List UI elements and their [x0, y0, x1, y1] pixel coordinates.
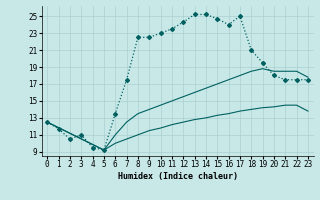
X-axis label: Humidex (Indice chaleur): Humidex (Indice chaleur)	[118, 172, 237, 181]
